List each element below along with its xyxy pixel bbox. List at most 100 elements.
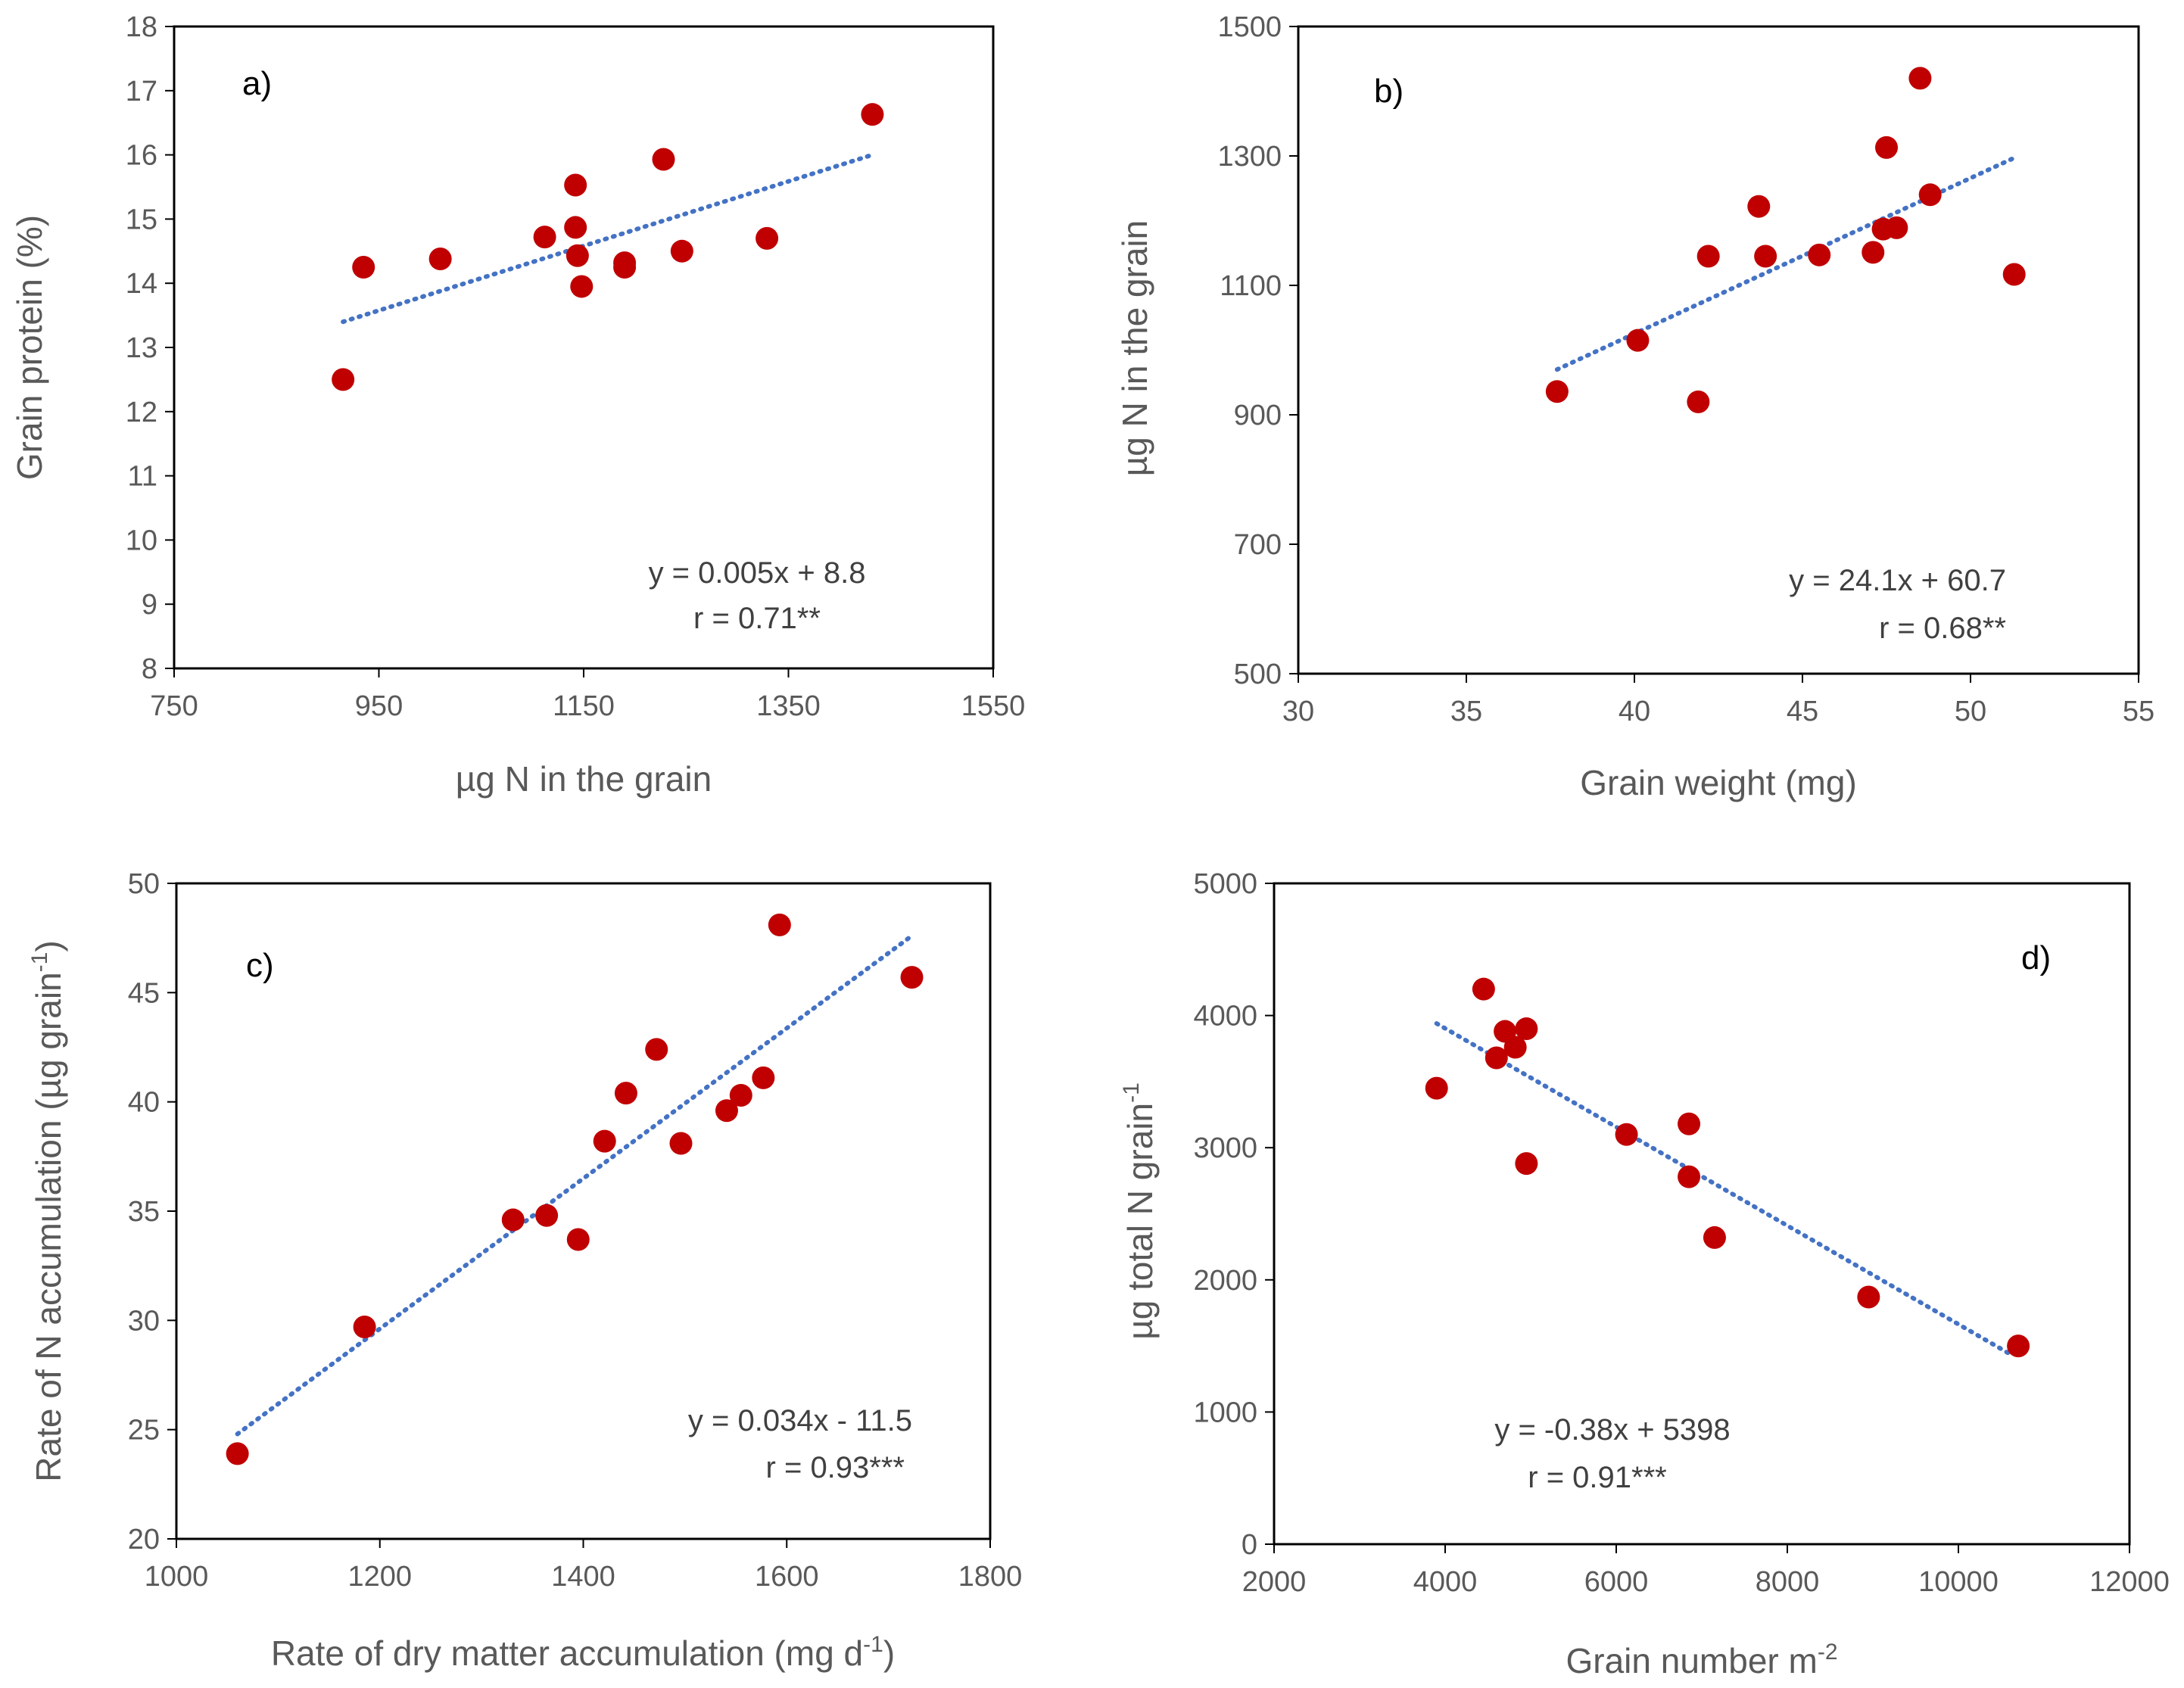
data-point bbox=[1862, 241, 1885, 264]
plot-frame bbox=[1273, 882, 2131, 1546]
x-tick-label: 50 bbox=[1955, 696, 1986, 727]
y-axis-label-text: µg total N grain bbox=[1120, 1103, 1160, 1340]
x-tick-label: 1600 bbox=[755, 1561, 819, 1593]
x-axis-label-text: Grain weight (mg) bbox=[1580, 763, 1857, 802]
x-axis-label: Grain weight (mg) bbox=[1580, 763, 1857, 802]
x-tick-label: 45 bbox=[1787, 696, 1818, 727]
panel-label: a) bbox=[242, 65, 272, 102]
y-axis-label-text: Rate of N accumulation (µg grain bbox=[29, 972, 68, 1481]
data-point bbox=[352, 256, 375, 279]
y-tick-label: 18 bbox=[126, 11, 157, 43]
data-point bbox=[428, 247, 452, 270]
y-tick-label: 35 bbox=[128, 1196, 160, 1228]
y-tick-label: 13 bbox=[126, 332, 157, 364]
data-point bbox=[501, 1208, 525, 1232]
x-axis-label-text: µg N in the grain bbox=[456, 759, 712, 799]
data-point bbox=[1857, 1285, 1880, 1309]
plot-frame bbox=[175, 882, 992, 1540]
y-tick-label: 10 bbox=[126, 525, 157, 556]
y-tick-label: 4000 bbox=[1193, 1001, 1257, 1032]
data-point bbox=[1885, 216, 1908, 239]
panel-a: 750 950 1150 1350 1550 8 9 10 11 12 13 14 15 16 17 18 a)… bbox=[10, 11, 1025, 799]
x-tick-label: 12000 bbox=[2089, 1566, 2170, 1598]
data-point bbox=[652, 148, 675, 171]
correlation-coefficient: r = 0.91*** bbox=[1528, 1461, 1666, 1494]
data-point bbox=[900, 966, 924, 989]
data-point bbox=[1503, 1036, 1527, 1059]
y-axis-label-text: Grain protein (%) bbox=[10, 215, 49, 480]
y-tick-label: 45 bbox=[128, 977, 160, 1009]
panel-label: c) bbox=[246, 947, 274, 984]
panel-b: 30 35 40 45 50 55 500 700 900 1100 1300 1500 b) y = 2… bbox=[1115, 11, 2154, 802]
data-point bbox=[1687, 390, 1710, 413]
correlation-coefficient: r = 0.71** bbox=[693, 602, 821, 635]
data-point bbox=[533, 226, 556, 249]
y-tick-label: 15 bbox=[126, 204, 157, 235]
data-point bbox=[670, 239, 693, 263]
y-tick-label: 12 bbox=[126, 397, 157, 428]
y-axis-label-superscript: -1 bbox=[1119, 1082, 1144, 1103]
regression-equation: y = 0.034x - 11.5 bbox=[688, 1404, 912, 1437]
x-tick-label: 2000 bbox=[1242, 1566, 1307, 1598]
x-tick-label: 8000 bbox=[1756, 1566, 1820, 1598]
data-point bbox=[2007, 1335, 2030, 1358]
regression-equation: y = 0.005x + 8.8 bbox=[649, 556, 866, 590]
data-point bbox=[1678, 1112, 1701, 1135]
y-tick-label: 20 bbox=[128, 1524, 160, 1556]
data-point bbox=[564, 173, 587, 197]
data-point bbox=[1754, 244, 1777, 268]
y-axis-label: µg N in the grain bbox=[1115, 220, 1154, 476]
y-tick-label: 14 bbox=[126, 268, 157, 300]
y-tick-label: 25 bbox=[128, 1415, 160, 1447]
data-point bbox=[1515, 1017, 1538, 1041]
data-point bbox=[1918, 183, 1942, 207]
data-point bbox=[1678, 1165, 1701, 1188]
data-point bbox=[353, 1315, 376, 1338]
x-tick-label: 40 bbox=[1619, 696, 1650, 727]
data-point bbox=[756, 226, 779, 250]
data-point bbox=[1875, 135, 1898, 159]
y-axis-label-end: ) bbox=[29, 940, 68, 951]
x-tick-label: 30 bbox=[1282, 696, 1314, 727]
data-point bbox=[1808, 243, 1831, 266]
y-tick-label: 3000 bbox=[1193, 1132, 1257, 1164]
panel-d: 2000 4000 6000 8000 10000 12000 0 1000 2000 3000 4… bbox=[1119, 868, 2170, 1680]
x-tick-label: 4000 bbox=[1413, 1566, 1478, 1598]
x-axis-label-text: Grain number m bbox=[1566, 1641, 1817, 1680]
y-tick-label: 700 bbox=[1234, 529, 1282, 561]
x-tick-label: 1800 bbox=[958, 1561, 1023, 1593]
data-point bbox=[1703, 1226, 1726, 1249]
x-axis-label-end: ) bbox=[883, 1633, 895, 1673]
x-tick-label: 1400 bbox=[551, 1561, 615, 1593]
data-point bbox=[1747, 195, 1771, 218]
data-point bbox=[1626, 329, 1650, 352]
correlation-coefficient: r = 0.68** bbox=[1879, 612, 2006, 645]
y-tick-label: 1500 bbox=[1217, 11, 1282, 43]
y-axis-label-superscript: -1 bbox=[27, 952, 52, 973]
data-point bbox=[564, 216, 587, 239]
y-axis-label: µg total N grain-1 bbox=[1119, 1082, 1160, 1340]
data-point bbox=[1425, 1076, 1448, 1100]
data-point bbox=[861, 103, 884, 126]
regression-equation: y = -0.38x + 5398 bbox=[1494, 1413, 1730, 1447]
y-tick-label: 1100 bbox=[1220, 270, 1282, 302]
panel-label: b) bbox=[1374, 73, 1404, 110]
data-point bbox=[1545, 380, 1569, 403]
trendline bbox=[235, 933, 914, 1437]
data-point bbox=[2002, 263, 2026, 286]
x-tick-label: 10000 bbox=[1918, 1566, 1999, 1598]
data-point bbox=[1615, 1123, 1638, 1146]
data-point bbox=[1696, 244, 1720, 268]
x-axis-label: Grain number m-2 bbox=[1566, 1640, 1837, 1680]
y-tick-label: 8 bbox=[142, 653, 157, 685]
data-point bbox=[566, 1228, 590, 1251]
x-tick-label: 1150 bbox=[553, 690, 615, 722]
x-axis-label-text: Rate of dry matter accumulation (mg d bbox=[271, 1633, 863, 1673]
x-tick-label: 950 bbox=[355, 690, 403, 722]
x-axis-label: µg N in the grain bbox=[456, 759, 712, 799]
data-point bbox=[1515, 1152, 1538, 1176]
x-tick-label: 1550 bbox=[961, 690, 1026, 722]
data-point bbox=[645, 1038, 668, 1061]
data-point bbox=[715, 1099, 738, 1123]
